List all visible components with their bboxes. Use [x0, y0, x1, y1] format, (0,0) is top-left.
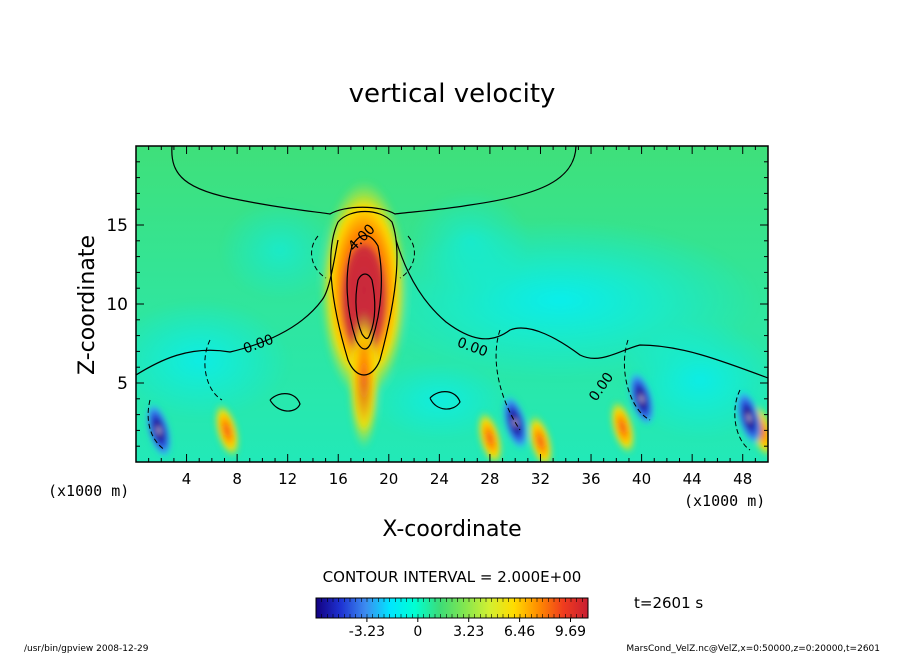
x-tick-label: 48 — [733, 470, 752, 488]
y-tick-label: 10 — [106, 295, 128, 315]
x-tick-label: 36 — [581, 470, 600, 488]
y-axis-ticks: 5 10 15 — [106, 161, 768, 447]
x-tick-label: 4 — [182, 470, 192, 488]
downdraft-blob — [736, 390, 762, 445]
footer-right: MarsCond_VelZ.nc@VelZ,x=0:50000,z=0:2000… — [626, 644, 880, 654]
x-unit-right: (x1000 m) — [684, 492, 765, 510]
x-tick-label: 28 — [480, 470, 499, 488]
chart-title: vertical velocity — [349, 79, 556, 109]
contour-lines-negative — [147, 235, 751, 451]
x-tick-label: 44 — [683, 470, 702, 488]
x-tick-label: 40 — [632, 470, 651, 488]
x-unit-left: (x1000 m) — [48, 482, 129, 500]
contour-interval-text: CONTOUR INTERVAL = 2.000E+00 — [323, 568, 582, 586]
colorbar-ticks: -3.23 0 3.23 6.46 9.69 — [315, 598, 589, 640]
plot-area: 4.000.00 0.000.00 — [136, 146, 768, 462]
colorbar-tick-label: 6.46 — [504, 624, 535, 640]
colorbar-tick-label: 9.69 — [555, 624, 586, 640]
updraft-blob — [527, 414, 554, 462]
downdraft-blob — [628, 371, 655, 426]
x-tick-label: 16 — [329, 470, 348, 488]
colorbar-tick-label: 0 — [413, 624, 422, 640]
footer-left: /usr/bin/gpview 2008-12-29 — [24, 644, 149, 654]
time-label: t=2601 s — [634, 594, 703, 612]
colorbar-tick-label: -3.23 — [349, 624, 385, 640]
colorbar: -3.23 0 3.23 6.46 9.69 — [315, 597, 589, 640]
field-features — [136, 180, 768, 450]
colorbar-tick-label: 3.23 — [453, 624, 484, 640]
updraft-blob — [214, 403, 240, 458]
x-tick-label: 12 — [278, 470, 297, 488]
downdraft-blob — [145, 403, 172, 458]
x-axis-ticks: 4 8 12 16 20 24 28 32 36 40 44 48 — [148, 146, 756, 488]
contour-lines — [136, 146, 768, 412]
y-tick-label: 5 — [117, 374, 128, 394]
field-blobs — [145, 371, 768, 462]
y-tick-label: 15 — [106, 216, 128, 236]
x-tick-label: 32 — [531, 470, 550, 488]
updraft-blob — [609, 400, 636, 455]
x-tick-label: 24 — [430, 470, 449, 488]
x-tick-label: 20 — [379, 470, 398, 488]
x-axis-label: X-coordinate — [382, 517, 521, 542]
y-axis-label: Z-coordinate — [75, 235, 100, 375]
updraft-blob — [477, 411, 503, 462]
x-tick-label: 8 — [232, 470, 242, 488]
